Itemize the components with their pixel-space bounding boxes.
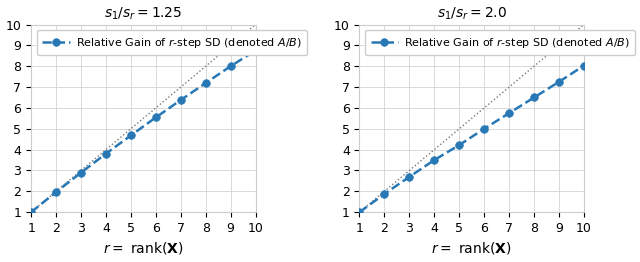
X-axis label: $r = $ rank$(\mathbf{X})$: $r = $ rank$(\mathbf{X})$ <box>431 241 512 256</box>
Line: Relative Gain of $r$-step SD (denoted $A/B$): Relative Gain of $r$-step SD (denoted $A… <box>356 62 588 216</box>
Relative Gain of $r$-step SD (denoted $A/B$) <box>530 96 538 99</box>
Relative Gain of $r$-step SD (denoted $A/B$) <box>28 211 35 214</box>
Relative Gain of $r$-step SD (denoted $A/B$) <box>152 116 160 119</box>
Line: Relative Gain of $r$-step SD (denoted $A/B$): Relative Gain of $r$-step SD (denoted $A… <box>28 47 259 216</box>
Relative Gain of $r$-step SD (denoted $A/B$) <box>456 144 463 147</box>
Relative Gain of $r$-step SD (denoted $A/B$) <box>127 134 135 137</box>
Relative Gain of $r$-step SD (denoted $A/B$) <box>356 211 364 214</box>
Relative Gain of $r$-step SD (denoted $A/B$) <box>52 190 60 194</box>
Relative Gain of $r$-step SD (denoted $A/B$) <box>555 80 563 83</box>
Relative Gain of $r$-step SD (denoted $A/B$) <box>202 81 209 85</box>
Relative Gain of $r$-step SD (denoted $A/B$) <box>406 175 413 178</box>
Legend: Relative Gain of $r$-step SD (denoted $A/B$): Relative Gain of $r$-step SD (denoted $A… <box>36 30 307 55</box>
Title: $s_1/s_r = 1.25$: $s_1/s_r = 1.25$ <box>104 6 182 22</box>
Relative Gain of $r$-step SD (denoted $A/B$) <box>580 64 588 67</box>
Relative Gain of $r$-step SD (denoted $A/B$) <box>102 152 110 155</box>
Relative Gain of $r$-step SD (denoted $A/B$) <box>252 49 259 52</box>
Relative Gain of $r$-step SD (denoted $A/B$) <box>431 159 438 162</box>
Title: $s_1/s_r = 2.0$: $s_1/s_r = 2.0$ <box>436 6 507 22</box>
Relative Gain of $r$-step SD (denoted $A/B$) <box>481 127 488 130</box>
Relative Gain of $r$-step SD (denoted $A/B$) <box>177 99 184 102</box>
Relative Gain of $r$-step SD (denoted $A/B$) <box>77 171 85 174</box>
Relative Gain of $r$-step SD (denoted $A/B$) <box>227 65 234 68</box>
Legend: Relative Gain of $r$-step SD (denoted $A/B$): Relative Gain of $r$-step SD (denoted $A… <box>365 30 636 55</box>
Relative Gain of $r$-step SD (denoted $A/B$) <box>381 192 388 195</box>
X-axis label: $r = $ rank$(\mathbf{X})$: $r = $ rank$(\mathbf{X})$ <box>103 241 184 256</box>
Relative Gain of $r$-step SD (denoted $A/B$) <box>505 112 513 115</box>
